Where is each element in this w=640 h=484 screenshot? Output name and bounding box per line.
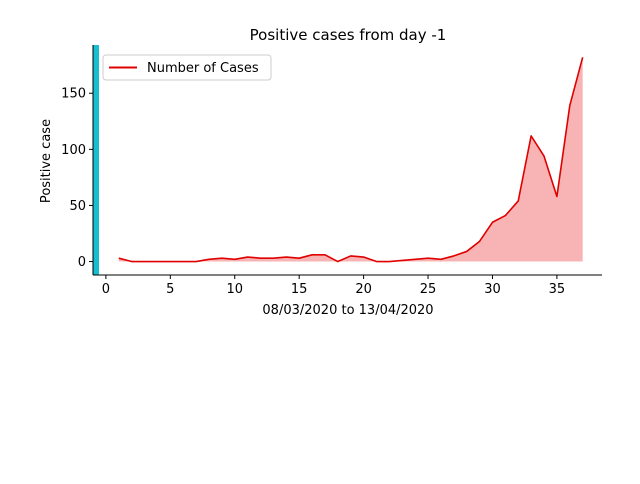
x-tick-label: 20 (355, 282, 372, 297)
left-accent-bar (93, 45, 99, 275)
y-tick-label: 150 (61, 87, 86, 102)
x-tick-label: 0 (102, 282, 110, 297)
y-axis-label: Positive case (39, 119, 54, 203)
legend-frame (102, 54, 272, 81)
axes: 0 5 10 15 20 25 30 35 0 50 100 150 (61, 45, 602, 297)
x-axis-label: 08/03/2020 to 13/04/2020 (262, 303, 433, 318)
series-line (118, 57, 584, 263)
y-tick-label: 0 (78, 255, 86, 270)
x-tick-label: 30 (484, 282, 501, 297)
series-area-fill (118, 57, 583, 262)
plot-area (93, 45, 584, 275)
x-tick-label: 5 (166, 282, 174, 297)
chart-title: Positive cases from day -1 (250, 26, 447, 44)
x-tick-label: 15 (291, 282, 308, 297)
legend: Number of Cases (102, 54, 272, 81)
x-tick-label: 35 (549, 282, 566, 297)
y-tick-label: 50 (69, 199, 86, 214)
y-tick-label: 100 (61, 143, 86, 158)
legend-label: Number of Cases (147, 61, 259, 76)
x-tick-label: 10 (226, 282, 243, 297)
x-tick-label: 25 (420, 282, 437, 297)
